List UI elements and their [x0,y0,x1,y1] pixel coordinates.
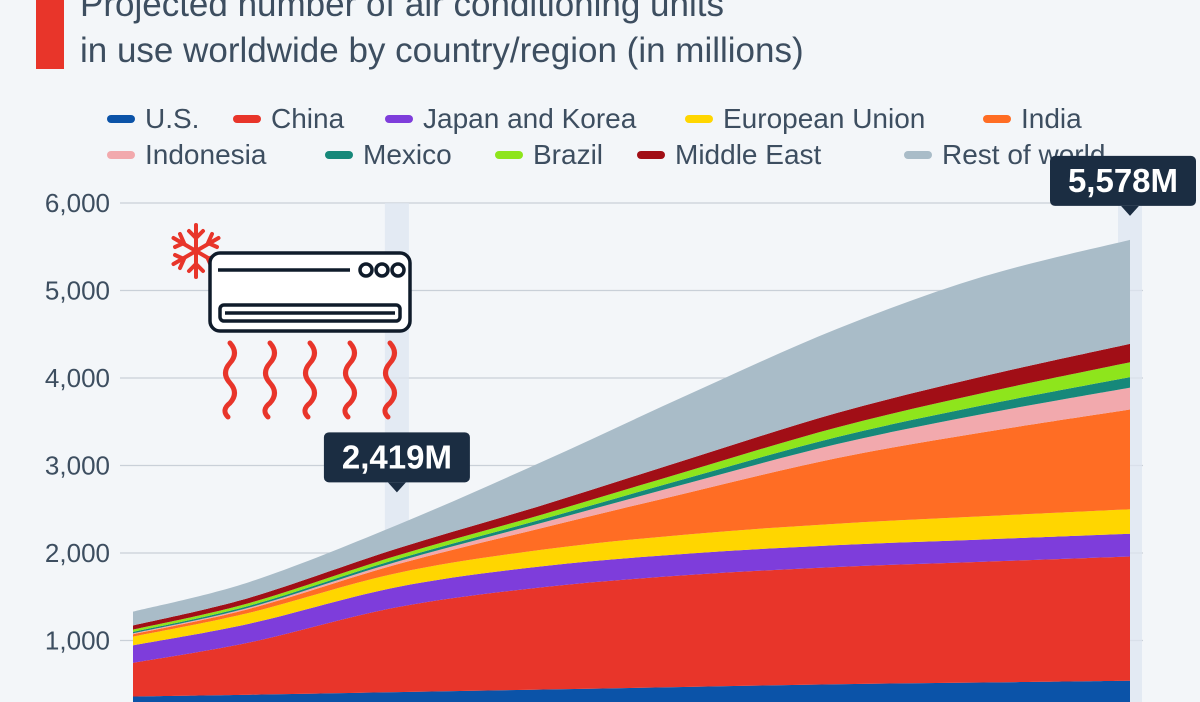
y-tick-label: 2,000 [45,538,110,568]
series-areas [133,239,1130,702]
ac-unit [208,251,412,333]
legend-swatch [325,151,353,159]
area-series [133,409,1130,637]
area-series [133,362,1130,632]
legend-item: Indonesia [107,138,266,172]
callout-pointer [1121,205,1139,216]
legend-item: U.S. [107,102,199,136]
legend-swatch [904,151,932,159]
legend-label: Middle East [675,139,822,170]
legend-item: Brazil [495,138,603,172]
callout-box [323,432,470,483]
legend-item: Middle East [637,138,821,172]
area-series [133,239,1130,626]
heat-wave [262,340,277,420]
callout-label: 2,419M [342,438,452,475]
y-tick-label: 5,000 [45,276,110,306]
heat-waves-icon [222,340,397,420]
y-tick-label: 1,000 [45,626,110,656]
area-series [133,556,1130,697]
callouts: 2,419M 5,578M [323,155,1196,493]
legend-label: European Union [723,103,926,134]
chart-title-line-1: Projected number of air conditioning uni… [80,0,724,24]
chart-title-line-2: in use worldwide by country/region (in m… [80,31,804,70]
legend-label: Indonesia [145,139,267,170]
legend-item: Mexico [325,138,452,172]
y-tick-label: 6,000 [45,188,110,218]
y-tick-label: 4,000 [45,363,110,393]
legend-item: European Union [685,102,925,136]
legend-label: Japan and Korea [423,103,637,134]
legend-swatch [107,115,135,123]
heat-wave [222,340,237,420]
legend-swatch [385,115,413,123]
callout-label: 5,578M [1068,162,1178,199]
area-series [133,387,1130,635]
legend-item: China [233,102,344,136]
title-accent-bar [36,0,64,69]
legend-swatch [685,115,713,123]
legend-swatch [637,151,665,159]
chart-legend: U.S. China Japan and Korea European Union In… [107,102,1107,174]
legend-label: India [1021,103,1082,134]
legend-item: Japan and Korea [385,102,636,136]
legend-label: U.S. [145,103,200,134]
heat-wave [302,340,317,420]
area-series [133,509,1130,646]
area-series [133,377,1130,634]
legend-swatch [495,151,523,159]
chart-title: Projected number of air conditioning uni… [80,0,1160,74]
callout-pointer [387,482,406,493]
y-tick-label: 3,000 [45,451,110,481]
legend-item: India [983,102,1082,136]
y-axis-ticks: 1,000 2,000 3,000 4,000 5,000 6,000 [45,188,110,656]
callout-box [1050,155,1196,206]
legend-swatch [107,151,135,159]
area-series [133,343,1130,630]
legend-swatch [983,115,1011,123]
legend-label: Mexico [363,139,452,170]
air-conditioner-icon [171,223,412,420]
legend-swatch [233,115,261,123]
heat-wave [382,340,397,420]
legend-label: China [271,103,345,134]
legend-label: Brazil [533,139,604,170]
heat-wave [342,340,357,420]
area-series [133,680,1130,702]
area-series [133,533,1130,663]
